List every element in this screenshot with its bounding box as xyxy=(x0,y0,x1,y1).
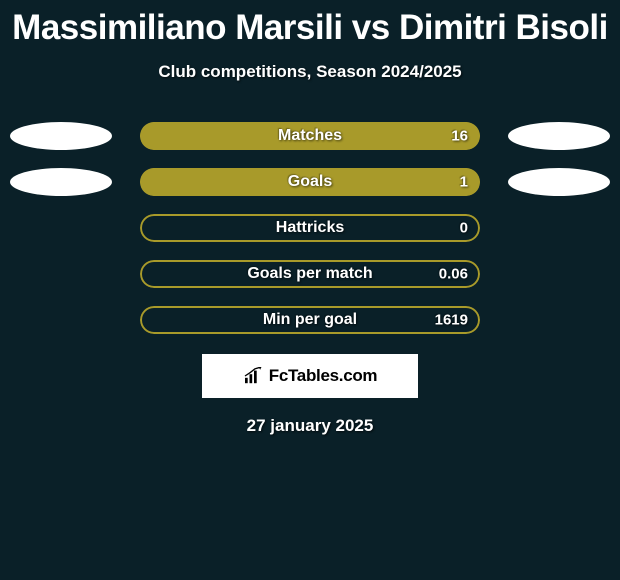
subtitle: Club competitions, Season 2024/2025 xyxy=(0,62,620,82)
stat-label: Goals per match xyxy=(247,265,372,283)
stat-label: Goals xyxy=(288,173,332,191)
stat-label: Min per goal xyxy=(263,311,357,329)
logo: FcTables.com xyxy=(243,366,378,386)
stat-row: Goals 1 xyxy=(0,168,620,196)
stat-row: Goals per match 0.06 xyxy=(0,260,620,288)
stat-value: 1 xyxy=(460,174,468,191)
stat-value: 1619 xyxy=(435,312,468,329)
chart-icon xyxy=(243,367,265,385)
stat-value: 16 xyxy=(451,128,468,145)
stat-bar: Goals per match 0.06 xyxy=(140,260,480,288)
stat-label: Hattricks xyxy=(276,219,344,237)
page-title: Massimiliano Marsili vs Dimitri Bisoli xyxy=(0,0,620,48)
logo-box: FcTables.com xyxy=(202,354,418,398)
logo-text: FcTables.com xyxy=(269,366,378,386)
stats-area: Matches 16 Goals 1 Hattricks 0 Goals per match… xyxy=(0,122,620,334)
right-ellipse xyxy=(508,122,610,150)
right-ellipse xyxy=(508,168,610,196)
left-ellipse xyxy=(10,168,112,196)
stat-value: 0 xyxy=(460,220,468,237)
stat-bar: Goals 1 xyxy=(140,168,480,196)
stat-bar: Min per goal 1619 xyxy=(140,306,480,334)
stat-label: Matches xyxy=(278,127,342,145)
left-ellipse xyxy=(10,122,112,150)
stat-row: Matches 16 xyxy=(0,122,620,150)
stat-row: Hattricks 0 xyxy=(0,214,620,242)
stat-bar: Hattricks 0 xyxy=(140,214,480,242)
stat-value: 0.06 xyxy=(439,266,468,283)
stat-bar: Matches 16 xyxy=(140,122,480,150)
date-label: 27 january 2025 xyxy=(0,416,620,436)
stat-row: Min per goal 1619 xyxy=(0,306,620,334)
